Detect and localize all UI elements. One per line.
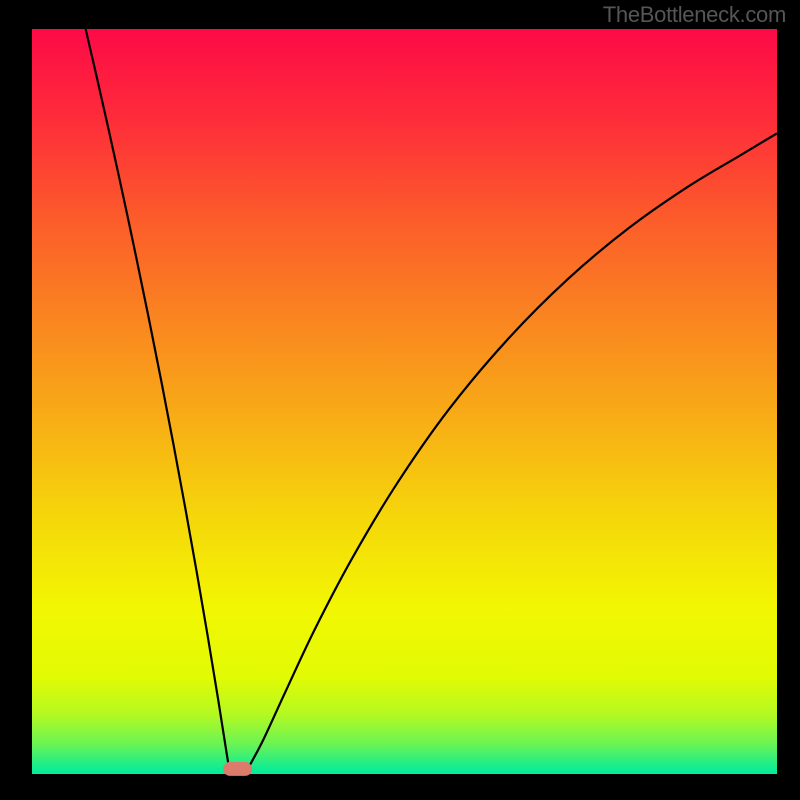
optimum-marker bbox=[223, 762, 253, 776]
watermark-text: TheBottleneck.com bbox=[603, 2, 786, 28]
plot-area bbox=[32, 29, 777, 774]
bottleneck-curve bbox=[32, 29, 777, 774]
